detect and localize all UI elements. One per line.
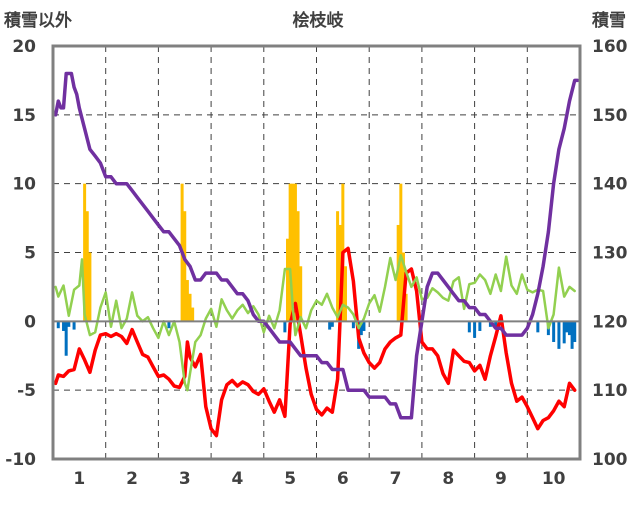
right-tick-label: 140 bbox=[592, 175, 628, 195]
right-tick-label: 150 bbox=[592, 106, 628, 126]
x-tick-label: 1 bbox=[73, 469, 85, 489]
precip-bar bbox=[343, 266, 347, 322]
x-tick-label: 6 bbox=[337, 469, 349, 489]
precip-bar bbox=[336, 211, 340, 322]
precip-bar bbox=[338, 224, 342, 322]
left-tick-label: 5 bbox=[24, 244, 36, 264]
x-tick-label: 8 bbox=[442, 469, 454, 489]
precip-bar bbox=[552, 321, 556, 342]
x-tick-label: 7 bbox=[390, 469, 402, 489]
precip-bar bbox=[399, 183, 403, 322]
left-tick-label: 10 bbox=[12, 175, 36, 195]
x-tick-label: 9 bbox=[495, 469, 507, 489]
precip-bar bbox=[291, 183, 295, 322]
precip-bar bbox=[404, 293, 408, 322]
precip-bar bbox=[183, 211, 187, 322]
series-lines bbox=[53, 71, 580, 438]
precip-bar bbox=[328, 321, 332, 330]
precip-bar bbox=[351, 321, 355, 329]
precip-bar bbox=[478, 321, 482, 331]
precip-bar bbox=[185, 280, 189, 322]
left-tick-label: -10 bbox=[5, 450, 36, 470]
x-tick-label: 5 bbox=[284, 469, 296, 489]
precip-bar bbox=[83, 183, 87, 322]
precip-bar bbox=[85, 211, 89, 322]
precip-bar bbox=[567, 321, 571, 336]
precip-bar bbox=[167, 321, 171, 329]
precip-bar bbox=[359, 321, 363, 336]
x-tick-label: 4 bbox=[232, 469, 244, 489]
precip-bar bbox=[296, 211, 300, 322]
precip-bar bbox=[562, 321, 566, 344]
chart-title: 桧枝岐 bbox=[293, 10, 345, 31]
precip-bar bbox=[72, 321, 76, 330]
precip-bar bbox=[288, 183, 292, 322]
x-tick-label: 2 bbox=[126, 469, 138, 489]
left-tick-label: 0 bbox=[24, 312, 36, 332]
precip-bar bbox=[473, 321, 477, 338]
precip-bar bbox=[494, 321, 498, 329]
left-tick-label: 20 bbox=[12, 37, 36, 57]
right-tick-label: 110 bbox=[592, 381, 628, 401]
left-axis-title: 積雪以外 bbox=[4, 10, 72, 31]
precip-bar bbox=[88, 252, 92, 322]
right-axis-title: 積雪 bbox=[592, 10, 626, 31]
left-tick-label: -5 bbox=[17, 381, 36, 401]
right-tick-label: 120 bbox=[592, 312, 628, 332]
precip-bar bbox=[56, 321, 60, 329]
tick-labels: -10 -5 0 5 10 15 20 100 110 120 130 140 150 160 1 2 3 4 5 6… bbox=[5, 37, 627, 489]
right-tick-label: 130 bbox=[592, 244, 628, 264]
plot-frame bbox=[51, 44, 582, 461]
x-tick-label: 10 bbox=[542, 469, 566, 489]
precip-bar bbox=[573, 321, 577, 342]
precip-bar bbox=[330, 321, 334, 327]
grid-lines bbox=[53, 46, 580, 459]
precip-bar bbox=[565, 321, 569, 333]
precip-bar bbox=[191, 307, 195, 322]
wind-line bbox=[54, 254, 576, 392]
right-tick-label: 100 bbox=[592, 450, 628, 470]
precip-bar bbox=[536, 321, 540, 333]
precip-bar bbox=[299, 266, 303, 322]
precip-bar bbox=[283, 321, 287, 333]
precip-bar bbox=[557, 321, 561, 349]
precip-bar bbox=[188, 293, 192, 322]
precip-bar bbox=[286, 238, 290, 322]
precip-bar bbox=[67, 321, 71, 327]
precip-bar bbox=[62, 321, 66, 331]
precip-bar bbox=[64, 321, 68, 356]
right-tick-label: 160 bbox=[592, 37, 628, 57]
precip-bar bbox=[467, 321, 471, 333]
precip-bar bbox=[362, 321, 366, 331]
snow_depth-line bbox=[53, 71, 580, 420]
temperature-line bbox=[53, 246, 577, 438]
precip-bar bbox=[570, 321, 574, 349]
precip-bar bbox=[293, 183, 297, 322]
left-tick-label: 15 bbox=[12, 106, 36, 126]
x-tick-label: 3 bbox=[179, 469, 191, 489]
